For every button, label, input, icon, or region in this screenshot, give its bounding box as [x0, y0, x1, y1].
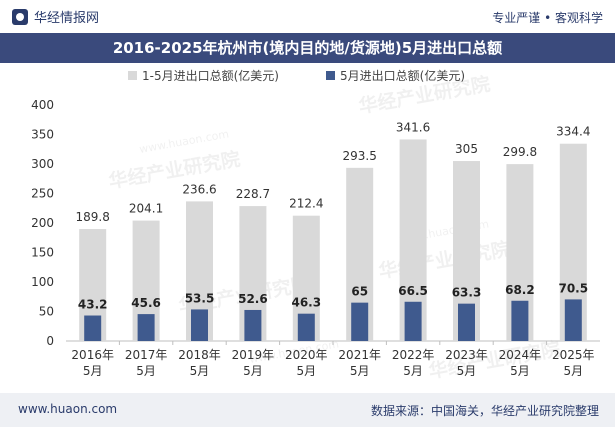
data-label-may: 66.5 [398, 284, 428, 298]
data-label-may: 68.2 [505, 283, 535, 297]
x-tick-label: 5月 [243, 364, 263, 378]
y-tick-label: 350 [31, 128, 54, 142]
x-tick-label: 2023年 [445, 348, 488, 362]
bar-may [458, 303, 475, 341]
x-tick-label: 5月 [190, 364, 210, 378]
x-tick-label: 5月 [296, 364, 316, 378]
footer: www.huaon.com 数据来源：中国海关，华经产业研究院整理 [0, 393, 615, 427]
data-label-may: 52.6 [238, 292, 268, 306]
brand-name: 华经情报网 [34, 11, 100, 26]
data-source: 数据来源：中国海关，华经产业研究院整理 [370, 404, 599, 418]
y-tick-label: 50 [39, 305, 54, 319]
x-tick-label: 5月 [563, 364, 583, 378]
y-tick-label: 300 [31, 157, 54, 171]
huajing-logo-icon [12, 8, 28, 25]
top-bar: 华经情报网 专业严谨 • 客观科学 [0, 0, 615, 33]
footer-website: www.huaon.com [18, 402, 118, 416]
y-tick-label: 150 [31, 246, 54, 260]
bar-may [137, 314, 155, 341]
brand: 华经情报网 [12, 7, 99, 26]
legend-swatch-may [326, 71, 335, 80]
data-label-total: 299.8 [503, 145, 537, 159]
data-label-total: 341.6 [396, 120, 430, 134]
bar-may [84, 315, 102, 341]
x-tick-label: 2020年 [285, 348, 328, 362]
legend-label-may: 5月进出口总额(亿美元) [340, 68, 465, 83]
title-bar: 2016-2025年杭州市(境内目的地/货源地)5月进出口总额 [0, 33, 615, 63]
x-tick-label: 2025年 [552, 348, 595, 362]
x-tick-label: 5月 [350, 364, 370, 378]
x-tick-label: 5月 [403, 364, 423, 378]
data-label-total: 334.4 [556, 125, 590, 139]
data-label-total: 236.6 [182, 182, 216, 196]
bar-may [511, 300, 529, 341]
y-tick-label: 0 [46, 334, 54, 348]
bar-may [191, 309, 208, 341]
x-tick-label: 5月 [83, 364, 103, 378]
bar-may [564, 299, 582, 341]
y-tick-label: 200 [31, 216, 54, 230]
bar-may [297, 313, 315, 341]
bar-chart: 华经产业研究院华经产业研究院华经产业研究院华经产业研究院华经产业研究院www.h… [31, 68, 600, 383]
data-label-may: 45.6 [131, 296, 161, 310]
data-label-may: 63.3 [452, 286, 482, 300]
chart-title: 2016-2025年杭州市(境内目的地/货源地)5月进出口总额 [112, 39, 503, 57]
bar-may [244, 309, 262, 341]
x-tick-label: 2017年 [125, 348, 168, 362]
data-label-total: 189.8 [76, 210, 110, 224]
x-tick-label: 5月 [457, 364, 477, 378]
data-label-may: 46.3 [291, 296, 321, 310]
bar-may [351, 302, 369, 341]
x-tick-label: 5月 [510, 364, 530, 378]
bar-may [404, 301, 422, 341]
x-tick-label: 2018年 [178, 348, 221, 362]
y-tick-label: 400 [31, 98, 54, 112]
data-label-may: 65 [351, 285, 368, 299]
legend-label-total: 1-5月进出口总额(亿美元) [142, 68, 279, 83]
x-tick-label: 2021年 [338, 348, 381, 362]
data-label-total: 204.1 [129, 202, 163, 216]
x-tick-label: 5月 [136, 364, 156, 378]
y-tick-label: 250 [31, 187, 54, 201]
x-tick-label: 2022年 [392, 348, 435, 362]
data-label-total: 228.7 [236, 187, 270, 201]
data-label-total: 212.4 [289, 197, 323, 211]
data-label-total: 305 [455, 142, 478, 156]
tagline: 专业严谨 • 客观科学 [492, 11, 603, 25]
y-tick-label: 100 [31, 275, 54, 289]
data-label-may: 53.5 [185, 291, 215, 305]
legend-swatch-total [128, 71, 137, 80]
x-tick-label: 2019年 [232, 348, 275, 362]
data-label-total: 293.5 [343, 149, 377, 163]
watermark-text: 华经产业研究院 [107, 147, 242, 193]
data-label-may: 43.2 [78, 298, 108, 312]
x-tick-label: 2024年 [499, 348, 542, 362]
data-label-may: 70.5 [558, 281, 588, 295]
watermark-text: 华经产业研究院 [377, 237, 512, 283]
x-tick-label: 2016年 [71, 348, 114, 362]
